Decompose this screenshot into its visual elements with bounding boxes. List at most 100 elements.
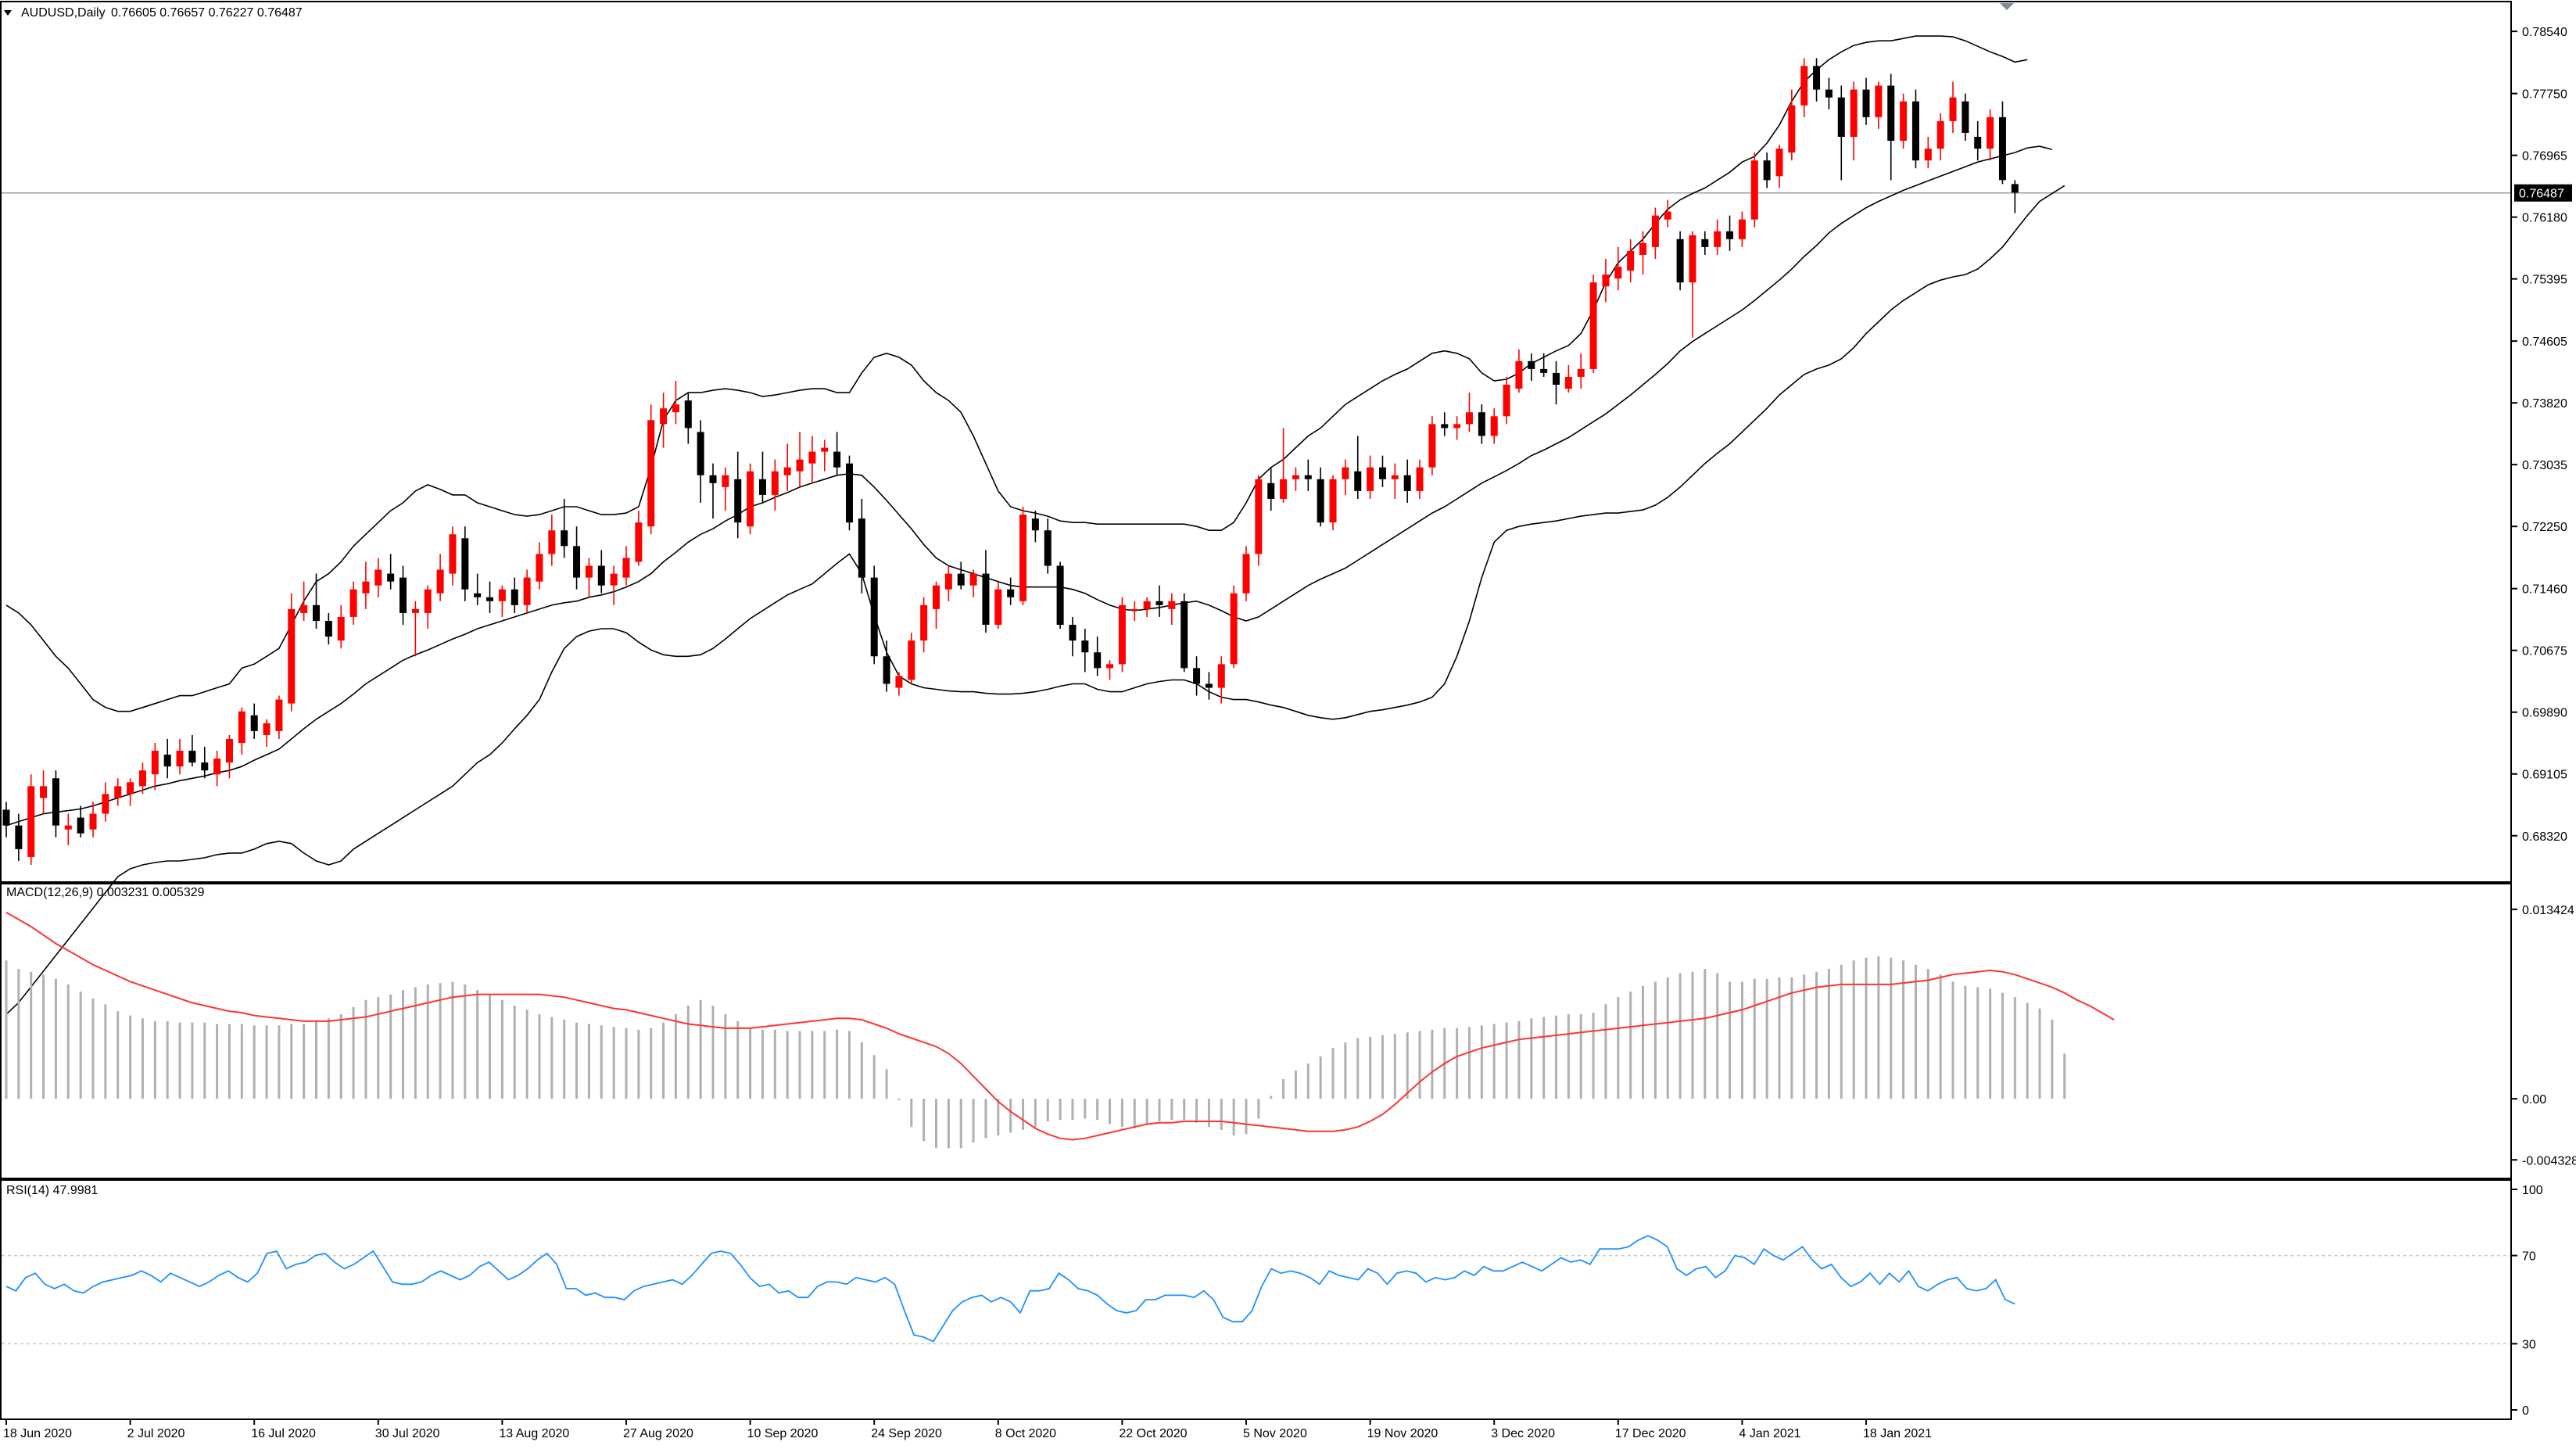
candle: [151, 742, 159, 791]
candle-body: [1689, 235, 1696, 283]
candle-body: [461, 538, 469, 590]
candle-body: [969, 573, 977, 586]
candle: [1130, 601, 1138, 621]
candle-body: [387, 573, 395, 582]
candle-body: [1639, 242, 1647, 255]
price-axis-label: 0.70675: [2522, 645, 2567, 658]
candle-body: [1441, 424, 1449, 429]
candle-body: [622, 558, 630, 578]
date-axis-label: 10 Sep 2020: [747, 1427, 819, 1440]
candle-body: [783, 467, 791, 475]
candle-body: [1528, 360, 1535, 369]
price-axis-label: 0.72250: [2522, 521, 2567, 534]
candle-body: [1342, 467, 1349, 479]
candle-body: [1875, 85, 1883, 117]
candle: [845, 455, 853, 531]
candle: [1465, 393, 1473, 432]
price-axis-label: 0.69890: [2522, 707, 2567, 720]
candle: [1155, 585, 1163, 617]
candle-body: [1391, 475, 1399, 479]
candle-body: [1837, 97, 1845, 137]
candle: [1056, 561, 1064, 629]
collapse-triangle-icon[interactable]: [4, 10, 12, 16]
price-axis-label: 0.75395: [2522, 274, 2567, 287]
macd-axis-label: 0.013424: [2522, 904, 2574, 917]
candle: [449, 526, 457, 586]
candle-body: [1664, 211, 1671, 220]
candle-body: [288, 608, 296, 704]
candle: [1329, 475, 1337, 531]
candle: [1503, 376, 1510, 425]
candle-body: [845, 463, 853, 523]
candle: [1255, 475, 1263, 566]
macd-axis-label: 0.00: [2522, 1093, 2546, 1106]
candle-body: [858, 518, 865, 578]
candle-body: [1056, 565, 1064, 626]
candle-body: [635, 522, 643, 562]
candle: [89, 802, 97, 837]
candle-body: [1924, 149, 1932, 161]
candle-body: [1726, 231, 1734, 239]
candle: [1887, 74, 1895, 181]
candle-body: [1800, 66, 1808, 106]
candle: [1577, 353, 1585, 389]
candle-body: [1130, 608, 1138, 611]
candle: [573, 526, 581, 590]
candle-body: [127, 782, 134, 794]
price-axis-label: 0.68320: [2522, 830, 2567, 844]
candle: [1850, 81, 1858, 161]
candle-body: [300, 604, 308, 613]
candle: [982, 550, 990, 633]
candle-body: [1850, 89, 1858, 137]
candle-body: [1540, 368, 1548, 373]
candle: [1726, 215, 1734, 251]
candle: [138, 762, 146, 794]
candle: [957, 561, 965, 590]
candle: [176, 738, 184, 775]
candle: [548, 515, 556, 566]
candle-body: [1317, 479, 1324, 523]
candle-body: [1614, 267, 1622, 279]
candle: [610, 565, 618, 605]
candle: [1800, 58, 1808, 117]
candle-body: [2, 809, 10, 826]
rsi-pane-frame: [0, 1179, 2512, 1420]
candle-body: [1181, 601, 1188, 669]
candle: [40, 770, 48, 814]
candle-body: [747, 471, 754, 527]
candle-body: [176, 751, 184, 767]
candle: [1602, 258, 1610, 303]
date-axis-label: 24 Sep 2020: [871, 1427, 942, 1440]
candle-body: [597, 565, 605, 586]
candle: [1367, 455, 1374, 499]
candle-body: [511, 589, 518, 605]
candle: [1714, 219, 1722, 255]
candle: [722, 467, 729, 511]
price-axis-label: 0.71460: [2522, 583, 2567, 597]
shift-marker-icon[interactable]: [2000, 3, 2014, 10]
candle: [1292, 467, 1299, 491]
candle-body: [1515, 360, 1523, 389]
candle: [263, 719, 270, 748]
candle: [1403, 459, 1411, 504]
candle: [771, 459, 779, 511]
candle: [1118, 597, 1126, 672]
candle-body: [250, 715, 258, 731]
candle-body: [1217, 664, 1225, 688]
bollinger-upper-line: [5, 35, 2028, 712]
candle-body: [1081, 640, 1089, 653]
macd-signal-line: [5, 912, 2115, 1141]
candle-body: [15, 825, 23, 849]
candle: [77, 805, 84, 837]
date-axis-label: 8 Oct 2020: [995, 1427, 1056, 1440]
candle-body: [1553, 372, 1560, 386]
candle-body: [324, 620, 332, 637]
candle: [1217, 656, 1225, 704]
price-axis-label: 0.74605: [2522, 335, 2567, 349]
candle: [758, 451, 766, 504]
candle: [399, 565, 407, 626]
price-pane-frame: [0, 1, 2512, 883]
candle: [1342, 459, 1349, 495]
